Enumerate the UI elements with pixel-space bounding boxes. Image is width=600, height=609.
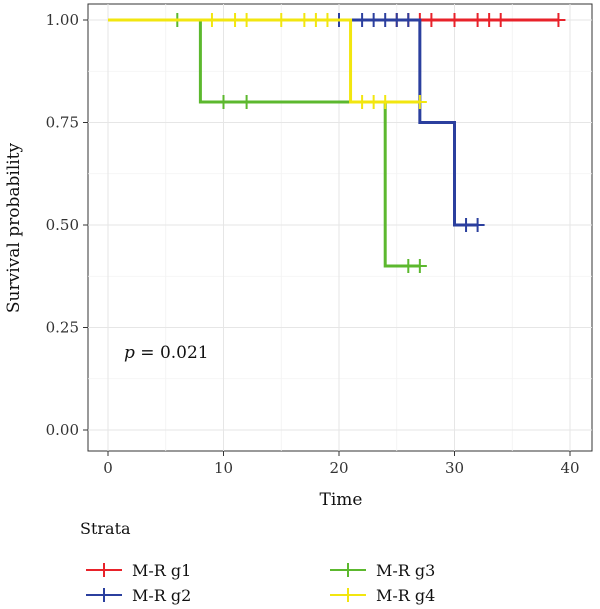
y-tick-label: 0.50 xyxy=(46,216,79,234)
x-tick-label: 40 xyxy=(560,459,579,477)
legend-label: M-R g1 xyxy=(132,561,191,580)
p-value-annotation: p = 0.021 xyxy=(124,343,209,363)
censor-mark-g4 xyxy=(204,13,219,27)
y-tick-label: 1.00 xyxy=(46,11,79,29)
x-axis-title: Time xyxy=(320,490,363,510)
x-tick-label: 30 xyxy=(445,459,464,477)
legend-item-g2: M-R g2 xyxy=(86,586,191,605)
censor-mark-g2 xyxy=(470,218,485,232)
legend-item-g4: M-R g4 xyxy=(330,586,435,605)
censor-mark-g4 xyxy=(274,13,289,27)
y-tick-label: 0.25 xyxy=(46,319,79,337)
censor-mark-g4 xyxy=(320,13,335,27)
censor-mark-g1 xyxy=(493,13,508,27)
legend-title: Strata xyxy=(80,519,131,538)
censor-mark-g4 xyxy=(239,13,254,27)
axes-layer: 0 10 20 30 40 0.00 0.25 0.50 0.75 1.00 xyxy=(46,11,580,477)
plot-panel xyxy=(87,3,593,452)
p-value: = 0.021 xyxy=(135,343,209,363)
censor-mark-g4 xyxy=(378,95,393,109)
series-layer xyxy=(108,13,566,273)
legend-label: M-R g4 xyxy=(376,586,435,605)
censor-mark-g1 xyxy=(447,13,462,27)
censor-mark-g3 xyxy=(412,259,427,273)
legend-label: M-R g2 xyxy=(132,586,191,605)
legend-item-g3: M-R g3 xyxy=(330,561,435,580)
y-tick-label: 0.75 xyxy=(46,114,79,132)
censor-mark-g4 xyxy=(412,95,427,109)
censor-mark-g3 xyxy=(216,95,231,109)
y-tick-label: 0.00 xyxy=(46,421,79,439)
censor-mark-g2 xyxy=(401,13,416,27)
x-tick-label: 20 xyxy=(329,459,348,477)
legend-label: M-R g3 xyxy=(376,561,435,580)
censor-mark-g1 xyxy=(424,13,439,27)
censor-mark-g3 xyxy=(239,95,254,109)
x-tick-label: 10 xyxy=(214,459,233,477)
p-symbol: p xyxy=(124,343,135,363)
legend-item-g1: M-R g1 xyxy=(86,561,191,580)
legend: M-R g1 M-R g2 M-R g3 M-R g4 xyxy=(86,561,435,605)
censor-mark-g1 xyxy=(551,13,566,27)
x-tick-label: 0 xyxy=(103,459,113,477)
y-axis-title: Survival probability xyxy=(4,142,24,313)
